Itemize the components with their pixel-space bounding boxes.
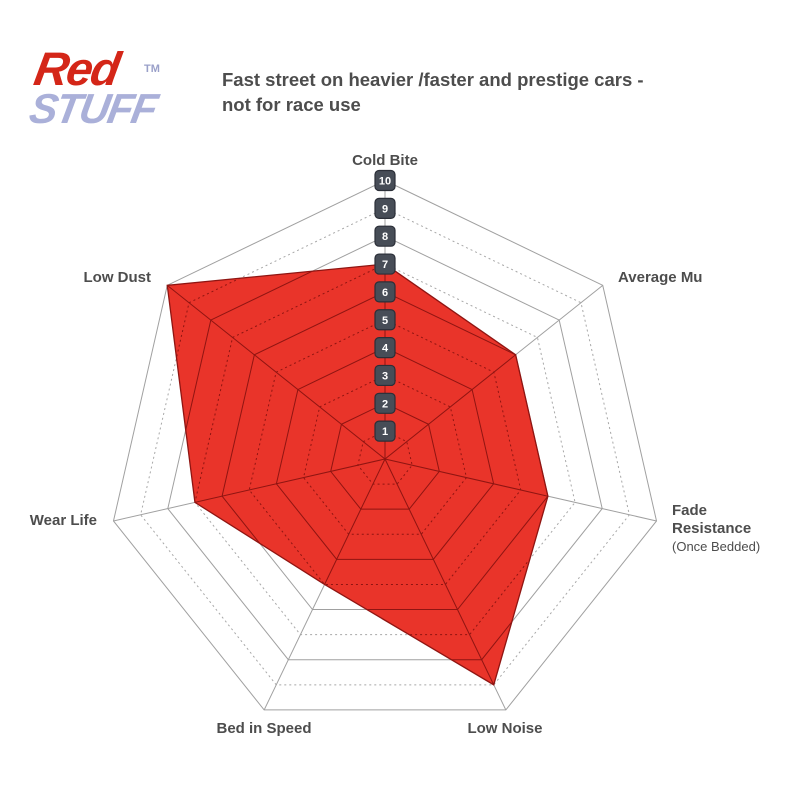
svg-text:Fade: Fade <box>672 502 707 519</box>
svg-text:Low Noise: Low Noise <box>467 720 542 737</box>
svg-text:Wear Life: Wear Life <box>30 512 97 529</box>
svg-text:Resistance: Resistance <box>672 520 751 537</box>
svg-text:5: 5 <box>382 315 388 327</box>
svg-text:Cold Bite: Cold Bite <box>352 152 418 169</box>
svg-text:(Once Bedded): (Once Bedded) <box>672 539 760 554</box>
svg-text:Average Mu: Average Mu <box>618 269 702 286</box>
svg-text:6: 6 <box>382 287 388 299</box>
svg-text:Bed in Speed: Bed in Speed <box>216 720 311 737</box>
svg-text:2: 2 <box>382 398 388 410</box>
svg-text:7: 7 <box>382 259 388 271</box>
svg-text:1: 1 <box>382 426 388 438</box>
svg-text:9: 9 <box>382 203 388 215</box>
svg-text:10: 10 <box>379 176 391 188</box>
svg-text:8: 8 <box>382 231 388 243</box>
svg-text:4: 4 <box>382 343 389 355</box>
svg-text:3: 3 <box>382 370 388 382</box>
svg-text:Low Dust: Low Dust <box>84 269 152 286</box>
